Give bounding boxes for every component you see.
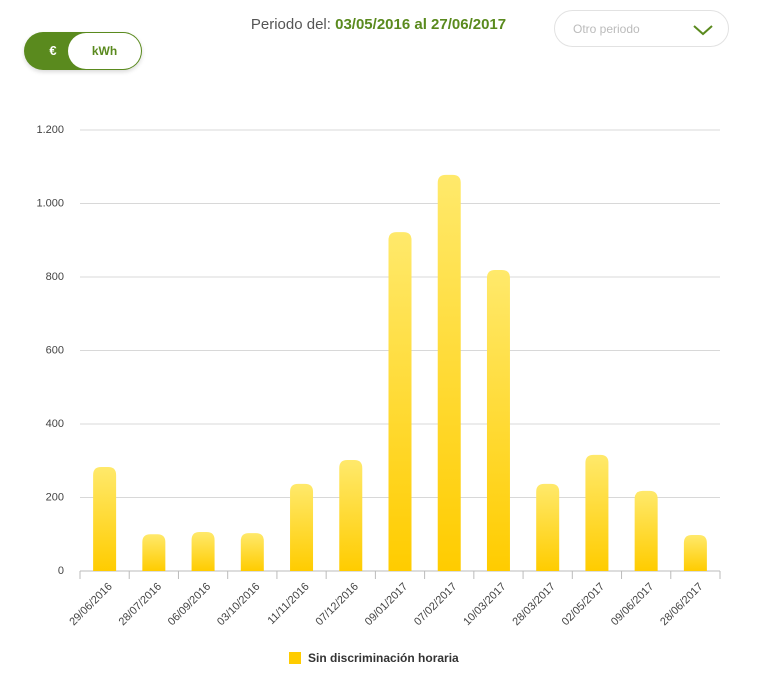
bar	[486, 270, 510, 571]
y-tick-label: 800	[46, 271, 64, 283]
x-tick-label: 09/06/2017	[609, 581, 656, 628]
legend-label: Sin discriminación horaria	[308, 651, 459, 665]
x-tick-label: 28/06/2017	[658, 581, 705, 628]
x-tick-label: 29/06/2016	[67, 581, 114, 628]
x-tick-label: 06/09/2016	[166, 581, 213, 628]
x-tick-label: 07/12/2016	[314, 581, 361, 628]
x-tick-label: 03/10/2016	[215, 581, 262, 628]
legend-swatch	[289, 652, 301, 664]
x-tick-label: 10/03/2017	[461, 581, 508, 628]
x-tick-label: 28/07/2016	[117, 581, 164, 628]
y-tick-label: 200	[46, 491, 64, 503]
bar	[191, 532, 215, 571]
y-tick-label: 0	[58, 565, 64, 577]
bar	[683, 534, 707, 571]
bar	[240, 533, 264, 571]
x-tick-label: 28/03/2017	[510, 581, 557, 628]
bar	[388, 232, 412, 572]
bar	[585, 454, 609, 571]
chevron	[693, 25, 713, 36]
period-label: Periodo del:	[250, 16, 331, 33]
y-tick-label: 400	[46, 418, 64, 430]
bar	[290, 483, 314, 571]
toggle-euro[interactable]: €	[49, 43, 57, 58]
period-value: 03/05/2016 al 27/06/2017	[335, 16, 507, 33]
bar	[634, 490, 658, 571]
bar	[142, 534, 166, 571]
x-tick-label: 09/01/2017	[363, 581, 410, 628]
bar	[536, 483, 560, 571]
y-tick-label: 1.000	[36, 197, 64, 209]
dropdown-placeholder: Otro periodo	[573, 22, 640, 36]
x-tick-label: 11/11/2016	[265, 581, 311, 627]
toggle-kwh[interactable]: kWh	[68, 33, 141, 69]
x-tick-label: 07/02/2017	[412, 581, 459, 628]
bar	[339, 460, 363, 571]
bar	[93, 466, 117, 571]
bar	[437, 174, 461, 571]
x-tick-label: 02/05/2017	[560, 581, 607, 628]
unit-toggle[interactable]: € kWh	[24, 32, 142, 70]
y-tick-label: 1.200	[36, 124, 64, 136]
period: Periodo del: 03/05/2016 al 27/06/2017	[0, 16, 757, 33]
period-dropdown[interactable]: Otro periodo	[554, 10, 729, 47]
y-tick-label: 600	[46, 344, 64, 356]
